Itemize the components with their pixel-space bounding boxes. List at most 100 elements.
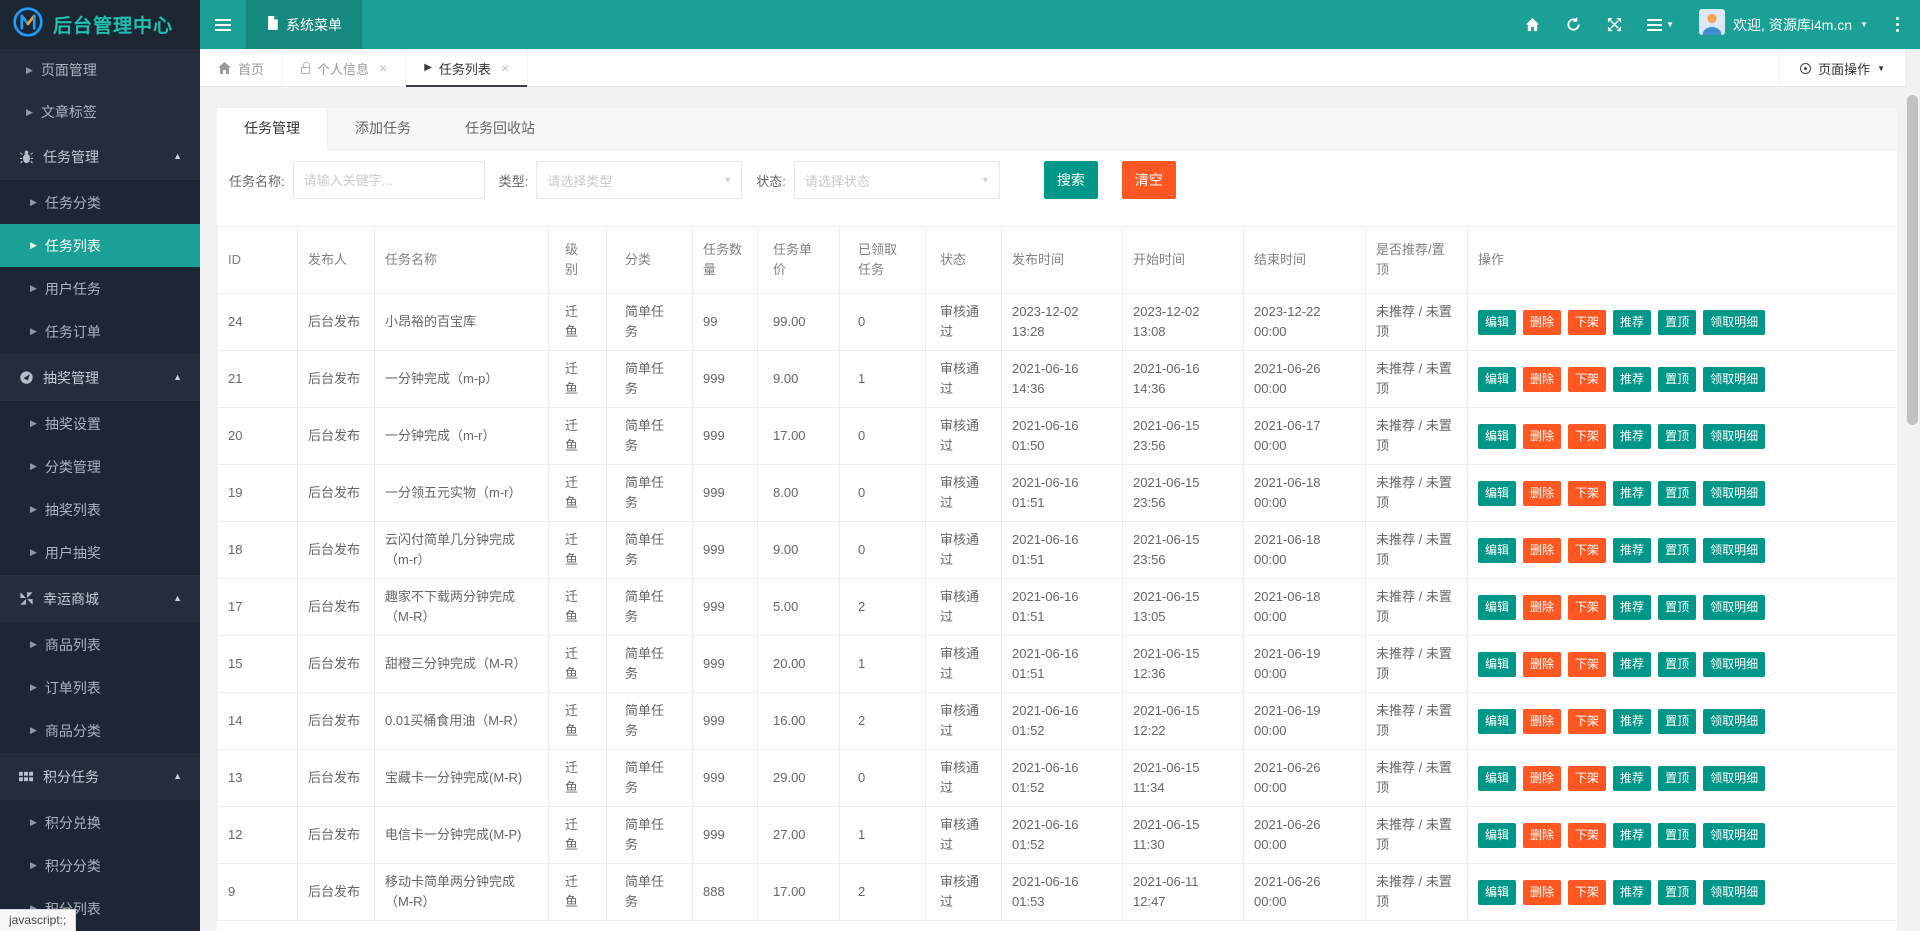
action-edit-button[interactable]: 编辑 (1478, 366, 1517, 392)
action-claim-detail-button[interactable]: 领取明细 (1703, 822, 1766, 848)
action-delete-button[interactable]: 删除 (1523, 423, 1562, 449)
action-recommend-button[interactable]: 推荐 (1613, 480, 1652, 506)
action-offline-button[interactable]: 下架 (1568, 537, 1607, 563)
menu-list-icon[interactable]: ▼ (1647, 18, 1674, 31)
action-edit-button[interactable]: 编辑 (1478, 822, 1517, 848)
action-offline-button[interactable]: 下架 (1568, 594, 1607, 620)
action-pin-button[interactable]: 置顶 (1658, 879, 1697, 905)
breadcrumb-tab-profile[interactable]: 个人信息 × (283, 49, 407, 87)
action-edit-button[interactable]: 编辑 (1478, 708, 1517, 734)
action-recommend-button[interactable]: 推荐 (1613, 822, 1652, 848)
action-claim-detail-button[interactable]: 领取明细 (1703, 480, 1766, 506)
search-button[interactable]: 搜索 (1043, 161, 1098, 199)
action-offline-button[interactable]: 下架 (1568, 822, 1607, 848)
action-recommend-button[interactable]: 推荐 (1613, 594, 1652, 620)
action-claim-detail-button[interactable]: 领取明细 (1703, 765, 1766, 791)
action-delete-button[interactable]: 删除 (1523, 822, 1562, 848)
action-delete-button[interactable]: 删除 (1523, 708, 1562, 734)
action-delete-button[interactable]: 删除 (1523, 594, 1562, 620)
scrollbar-thumb[interactable] (1907, 95, 1918, 425)
action-pin-button[interactable]: 置顶 (1658, 594, 1697, 620)
sidebar-item[interactable]: ▶ 任务订单 (0, 310, 200, 353)
action-claim-detail-button[interactable]: 领取明细 (1703, 594, 1766, 620)
sidebar-item[interactable]: ▶ 积分兑换 (0, 801, 200, 844)
close-icon[interactable]: × (379, 60, 388, 76)
sidebar-item[interactable]: ▶ 用户抽奖 (0, 531, 200, 574)
home-icon[interactable] (1524, 17, 1540, 33)
action-recommend-button[interactable]: 推荐 (1613, 879, 1652, 905)
breadcrumb-tab-task-list[interactable]: ▶ 任务列表 × (406, 49, 529, 87)
action-claim-detail-button[interactable]: 领取明细 (1703, 708, 1766, 734)
sidebar-collapse-icon[interactable] (200, 0, 246, 49)
sidebar-item[interactable]: ▶ 用户任务 (0, 267, 200, 310)
action-claim-detail-button[interactable]: 领取明细 (1703, 423, 1766, 449)
sidebar-item[interactable]: ▶ 抽奖列表 (0, 488, 200, 531)
sidebar-item[interactable]: ▶ 分类管理 (0, 445, 200, 488)
tab-system-menu[interactable]: 系统菜单 (246, 0, 362, 49)
tab-task-manage[interactable]: 任务管理 (217, 108, 328, 150)
sidebar-group[interactable]: 抽奖管理 ▲ (0, 354, 200, 401)
status-select[interactable]: 请选择状态 ▼ (793, 161, 1000, 199)
action-pin-button[interactable]: 置顶 (1658, 537, 1697, 563)
action-delete-button[interactable]: 删除 (1523, 309, 1562, 335)
action-recommend-button[interactable]: 推荐 (1613, 423, 1652, 449)
refresh-icon[interactable] (1565, 17, 1581, 33)
action-edit-button[interactable]: 编辑 (1478, 480, 1517, 506)
action-pin-button[interactable]: 置顶 (1658, 822, 1697, 848)
sidebar-item[interactable]: ▶ 抽奖设置 (0, 402, 200, 445)
action-edit-button[interactable]: 编辑 (1478, 537, 1517, 563)
page-scrollbar[interactable] (1905, 49, 1920, 931)
close-icon[interactable]: × (500, 60, 510, 76)
action-claim-detail-button[interactable]: 领取明细 (1703, 651, 1766, 677)
action-delete-button[interactable]: 删除 (1523, 537, 1562, 563)
task-name-input[interactable] (292, 161, 485, 199)
user-dropdown[interactable]: 欢迎, 资源库i4m.cn ▼ (1699, 9, 1868, 40)
action-claim-detail-button[interactable]: 领取明细 (1703, 309, 1766, 335)
sidebar-item[interactable]: ▶ 文章标签 (0, 91, 200, 133)
kebab-menu-icon[interactable] (1893, 17, 1902, 32)
action-pin-button[interactable]: 置顶 (1658, 480, 1697, 506)
action-offline-button[interactable]: 下架 (1568, 708, 1607, 734)
tab-task-recycle[interactable]: 任务回收站 (465, 120, 535, 136)
type-select[interactable]: 请选择类型 ▼ (536, 161, 743, 199)
action-edit-button[interactable]: 编辑 (1478, 651, 1517, 677)
action-claim-detail-button[interactable]: 领取明细 (1703, 366, 1766, 392)
action-pin-button[interactable]: 置顶 (1658, 309, 1697, 335)
action-pin-button[interactable]: 置顶 (1658, 765, 1697, 791)
action-recommend-button[interactable]: 推荐 (1613, 309, 1652, 335)
clear-button[interactable]: 清空 (1121, 161, 1176, 199)
action-edit-button[interactable]: 编辑 (1478, 765, 1517, 791)
action-offline-button[interactable]: 下架 (1568, 366, 1607, 392)
sidebar-group[interactable]: 积分任务 ▲ (0, 753, 200, 800)
sidebar-group[interactable]: 幸运商城 ▲ (0, 575, 200, 622)
action-offline-button[interactable]: 下架 (1568, 651, 1607, 677)
action-recommend-button[interactable]: 推荐 (1613, 765, 1652, 791)
action-pin-button[interactable]: 置顶 (1658, 708, 1697, 734)
sidebar-item[interactable]: ▶ 商品分类 (0, 709, 200, 752)
action-edit-button[interactable]: 编辑 (1478, 594, 1517, 620)
page-action-dropdown[interactable]: 页面操作 ▼ (1779, 49, 1905, 87)
action-edit-button[interactable]: 编辑 (1478, 309, 1517, 335)
sidebar-item[interactable]: ▶ 页面管理 (0, 49, 200, 91)
action-offline-button[interactable]: 下架 (1568, 480, 1607, 506)
sidebar-item[interactable]: ▶ 商品列表 (0, 623, 200, 666)
action-recommend-button[interactable]: 推荐 (1613, 708, 1652, 734)
sidebar-item[interactable]: ▶ 任务分类 (0, 181, 200, 224)
action-offline-button[interactable]: 下架 (1568, 309, 1607, 335)
action-delete-button[interactable]: 删除 (1523, 480, 1562, 506)
action-edit-button[interactable]: 编辑 (1478, 879, 1517, 905)
action-pin-button[interactable]: 置顶 (1658, 366, 1697, 392)
sidebar-item[interactable]: ▶ 任务列表 (0, 224, 200, 267)
fullscreen-icon[interactable] (1606, 17, 1622, 33)
breadcrumb-home[interactable]: 首页 (200, 49, 284, 87)
tab-add-task[interactable]: 添加任务 (355, 120, 411, 136)
action-recommend-button[interactable]: 推荐 (1613, 651, 1652, 677)
action-pin-button[interactable]: 置顶 (1658, 651, 1697, 677)
action-edit-button[interactable]: 编辑 (1478, 423, 1517, 449)
sidebar-group[interactable]: 任务管理 ▲ (0, 133, 200, 180)
action-pin-button[interactable]: 置顶 (1658, 423, 1697, 449)
action-recommend-button[interactable]: 推荐 (1613, 537, 1652, 563)
action-claim-detail-button[interactable]: 领取明细 (1703, 537, 1766, 563)
action-delete-button[interactable]: 删除 (1523, 651, 1562, 677)
action-claim-detail-button[interactable]: 领取明细 (1703, 879, 1766, 905)
